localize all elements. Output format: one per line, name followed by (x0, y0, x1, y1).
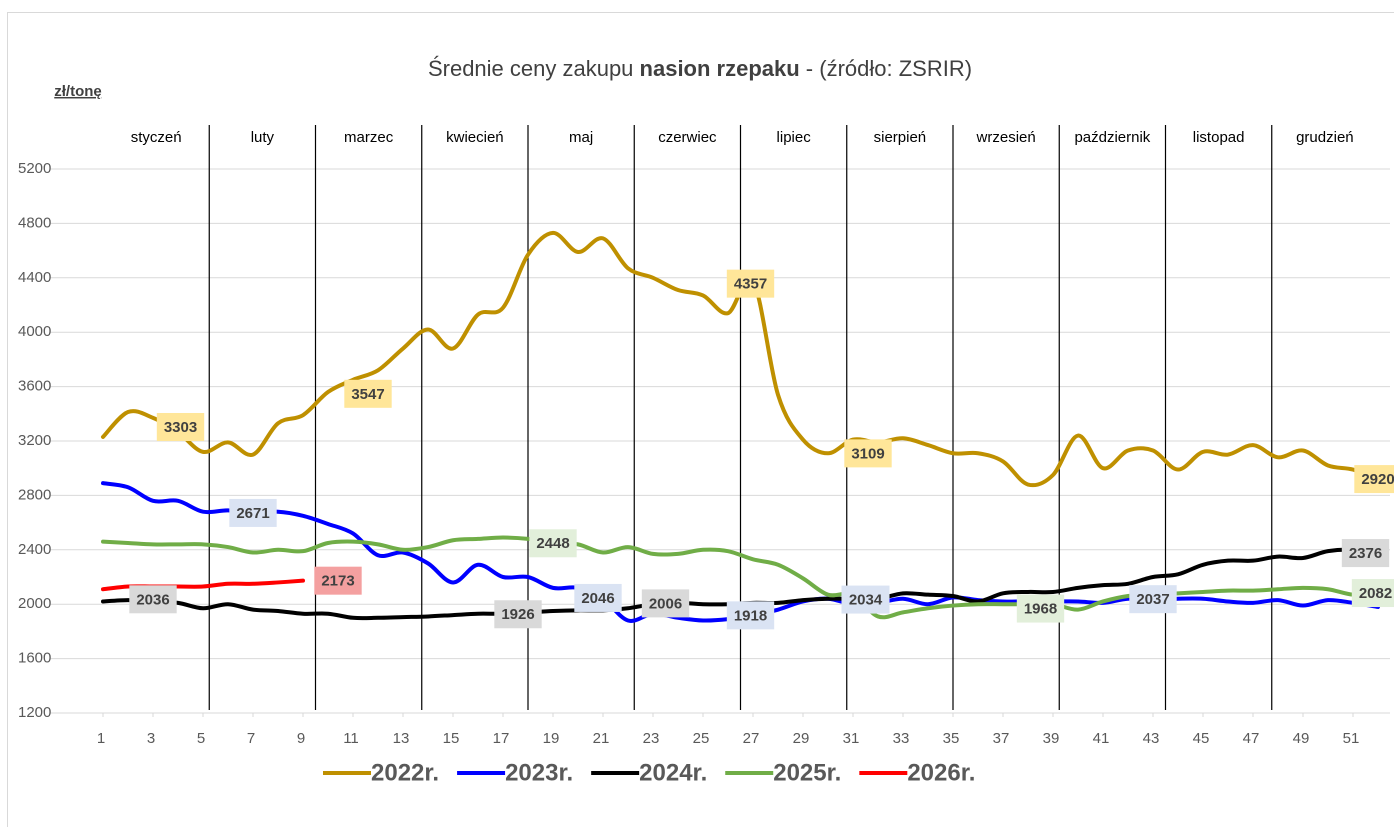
y-tick-label: 4000 (18, 323, 51, 340)
data-label: 3303 (164, 419, 197, 436)
data-label: 1968 (1024, 601, 1057, 618)
x-tick-label: 15 (443, 730, 460, 747)
y-tick-label: 3600 (18, 378, 51, 395)
chart-frame (7, 12, 1394, 827)
data-label: 1918 (734, 607, 767, 624)
x-tick-label: 7 (247, 730, 255, 747)
y-tick-label: 3200 (18, 432, 51, 449)
y-tick-label: 2000 (18, 595, 51, 612)
x-tick-label: 39 (1043, 730, 1060, 747)
data-label: 3547 (351, 386, 384, 403)
x-tick-label: 13 (393, 730, 410, 747)
data-label-box (844, 439, 892, 468)
x-tick-label: 49 (1293, 730, 1310, 747)
data-label: 1926 (501, 606, 534, 623)
data-label-box (229, 498, 277, 527)
x-tick-label: 1 (97, 730, 105, 747)
month-label: październik (1074, 129, 1150, 146)
data-label-box (529, 529, 577, 558)
month-label: sierpień (874, 129, 927, 146)
y-tick-label: 1600 (18, 650, 51, 667)
legend-label: 2023r. (505, 759, 573, 786)
data-label: 4357 (734, 276, 767, 293)
data-label-box (1016, 594, 1065, 623)
x-tick-label: 43 (1143, 730, 1160, 747)
x-tick-label: 9 (297, 730, 305, 747)
data-label: 2376 (1349, 545, 1382, 562)
y-tick-label: 2800 (18, 486, 51, 503)
x-tick-label: 37 (993, 730, 1010, 747)
data-label: 2671 (236, 505, 269, 522)
x-tick-label: 5 (197, 730, 205, 747)
data-label: 2173 (321, 573, 354, 590)
data-label-box (1129, 585, 1177, 614)
x-tick-label: 31 (843, 730, 860, 747)
month-label: maj (569, 129, 593, 146)
legend-label: 2024r. (639, 759, 707, 786)
x-tick-label: 11 (343, 730, 359, 747)
data-label: 2037 (1136, 591, 1169, 608)
x-tick-label: 45 (1193, 730, 1210, 747)
title-part: Średnie ceny zakupu (428, 56, 640, 81)
y-tick-label: 4800 (18, 214, 51, 231)
y-tick-label: 1200 (18, 704, 51, 721)
data-label: 2034 (849, 592, 883, 609)
month-label: wrzesień (976, 129, 1036, 146)
month-label: czerwiec (658, 129, 717, 146)
data-label-box (314, 566, 362, 595)
x-tick-label: 3 (147, 730, 155, 747)
legend-label: 2022r. (371, 759, 439, 786)
y-tick-label: 5200 (18, 160, 51, 177)
data-label-box (641, 589, 690, 618)
title-part: nasion rzepaku (640, 56, 800, 81)
x-tick-label: 19 (543, 730, 560, 747)
x-tick-label: 33 (893, 730, 910, 747)
x-tick-label: 35 (943, 730, 960, 747)
data-label-box (841, 585, 890, 614)
data-label-box (1341, 539, 1390, 568)
x-tick-label: 41 (1093, 730, 1110, 747)
y-tick-label: 2400 (18, 541, 51, 558)
data-label-box (574, 583, 622, 612)
x-tick-label: 17 (493, 730, 510, 747)
data-label: 2006 (649, 595, 682, 612)
x-tick-label: 47 (1243, 730, 1260, 747)
data-label-box (1354, 465, 1394, 494)
month-label: luty (251, 129, 275, 146)
data-label: 2920 (1361, 471, 1394, 488)
data-label-box (1351, 579, 1394, 608)
legend-label: 2025r. (773, 759, 841, 786)
data-label: 2448 (536, 535, 569, 552)
month-label: grudzień (1296, 129, 1354, 146)
x-tick-label: 25 (693, 730, 710, 747)
month-label: marzec (344, 129, 394, 146)
chart-title: Średnie ceny zakupu nasion rzepaku - (źr… (428, 56, 972, 81)
x-tick-label: 51 (1343, 730, 1360, 747)
data-label-box (726, 601, 775, 630)
x-tick-label: 29 (793, 730, 810, 747)
data-label: 2036 (136, 591, 169, 608)
data-label: 2082 (1359, 585, 1392, 602)
x-tick-label: 27 (743, 730, 760, 747)
x-tick-label: 21 (593, 730, 610, 747)
data-label-box (494, 600, 542, 629)
data-label-box (726, 269, 775, 298)
data-label-box (156, 412, 205, 441)
y-axis-label: zł/tonę (54, 83, 102, 100)
month-label: listopad (1193, 129, 1245, 146)
title-part: - (źródło: ZSRIR) (800, 56, 972, 81)
data-label: 2046 (581, 590, 614, 607)
data-label-box (344, 379, 392, 408)
y-tick-label: 4400 (18, 269, 51, 286)
month-label: lipiec (777, 129, 812, 146)
month-label: kwiecień (446, 129, 504, 146)
data-label: 3109 (851, 445, 884, 462)
data-label-box (129, 585, 177, 614)
legend-label: 2026r. (907, 759, 975, 786)
month-label: styczeń (131, 129, 182, 146)
x-tick-label: 23 (643, 730, 660, 747)
